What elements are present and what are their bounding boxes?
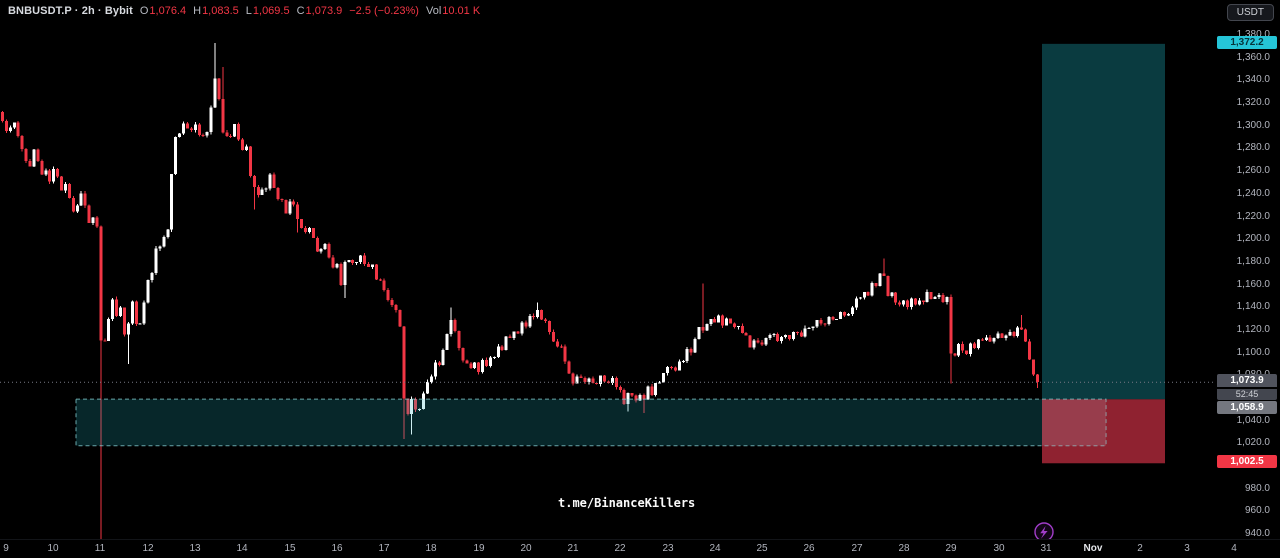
price-tick: 1,320.0 xyxy=(1236,97,1270,109)
time-tick: 15 xyxy=(284,543,296,554)
price-tick: 1,140.0 xyxy=(1236,301,1270,313)
time-tick: 27 xyxy=(851,543,863,554)
price-tick: 940.0 xyxy=(1244,528,1270,540)
ohlc-pair: C 1,073.9 xyxy=(296,5,343,17)
price-tick: 980.0 xyxy=(1244,482,1270,494)
price-tick: 1,160.0 xyxy=(1236,278,1270,290)
time-tick: 23 xyxy=(662,543,674,554)
entry-price-label: 1,058.9 xyxy=(1217,401,1277,415)
price-tick: 1,360.0 xyxy=(1236,51,1270,63)
currency-usdt-button[interactable]: USDT xyxy=(1226,4,1274,21)
candles-layer xyxy=(1,42,1039,540)
time-tick: 28 xyxy=(898,543,910,554)
channel-watermark: t.me/BinanceKillers xyxy=(558,496,696,510)
time-tick: 29 xyxy=(945,543,957,554)
time-tick: 24 xyxy=(709,543,721,554)
time-tick: 13 xyxy=(189,543,201,554)
time-tick: 3 xyxy=(1184,543,1190,554)
long-position-profit-box[interactable] xyxy=(1042,43,1165,400)
price-tick: 1,240.0 xyxy=(1236,187,1270,199)
price-axis[interactable]: 1,380.0 1,360.0 1,340.0 1,320.0 1,300.0 1,280… xyxy=(1214,0,1280,540)
time-tick: 4 xyxy=(1231,543,1237,554)
volume-pair: Vol 10.01 K xyxy=(426,5,480,18)
time-tick: 18 xyxy=(425,543,437,554)
time-tick: 20 xyxy=(520,543,532,554)
zone-loss-overlap xyxy=(1042,399,1106,446)
price-tick: 1,120.0 xyxy=(1236,323,1270,335)
current-price-label: 1,073.9 xyxy=(1217,374,1277,388)
time-tick: 30 xyxy=(993,543,1005,554)
target-price-label: 1,372.2 xyxy=(1217,35,1277,49)
volume-label: Vol xyxy=(425,5,442,17)
ohlc-pair: H 1,083.5 xyxy=(193,5,239,17)
time-tick: 16 xyxy=(331,543,343,554)
time-tick: 9 xyxy=(3,543,9,554)
price-tick: 1,020.0 xyxy=(1236,437,1270,449)
price-tick: 1,040.0 xyxy=(1236,414,1270,426)
price-tick: 1,100.0 xyxy=(1236,346,1270,358)
price-tick: 1,220.0 xyxy=(1236,210,1270,222)
time-tick: 31 xyxy=(1040,543,1052,554)
time-axis[interactable]: 9 10 11 12 13 14 15 16 17 18 19 20 21 22 23 24 25 26 27 28 2… xyxy=(0,539,1280,558)
long-position-loss-box[interactable] xyxy=(1042,399,1165,464)
time-tick: 14 xyxy=(236,543,248,554)
price-tick: 1,300.0 xyxy=(1236,119,1270,131)
time-tick: 10 xyxy=(47,543,59,554)
bar-countdown-label: 52:45 xyxy=(1217,389,1277,401)
symbol-legend: BNBUSDT.P · 2h · Bybit O 1,076.4 H 1,083.5 L… xyxy=(8,5,480,18)
symbol-title[interactable]: BNBUSDT.P · 2h · Bybit xyxy=(8,5,133,17)
price-tick: 1,280.0 xyxy=(1236,142,1270,154)
time-tick: 2 xyxy=(1137,543,1143,554)
price-tick: 1,380.0 xyxy=(1236,29,1270,40)
ohlc-pair: O 1,076.4 xyxy=(139,5,187,17)
demand-zone-rectangle[interactable] xyxy=(75,398,1107,447)
time-tick: 26 xyxy=(803,543,815,554)
time-tick-month: Nov xyxy=(1083,543,1103,554)
price-tick: 1,340.0 xyxy=(1236,74,1270,86)
time-tick: 22 xyxy=(614,543,626,554)
price-tick: 1,260.0 xyxy=(1236,165,1270,177)
time-tick: 21 xyxy=(567,543,579,554)
price-change: −2.5 (−0.23%) xyxy=(349,5,419,17)
price-tick: 960.0 xyxy=(1244,505,1270,517)
price-tick: 1,180.0 xyxy=(1236,255,1270,267)
ohlc-pair: L 1,069.5 xyxy=(245,5,290,17)
stop-price-label: 1,002.5 xyxy=(1217,455,1277,469)
ohlc-values: O 1,076.4 H 1,083.5 L 1,069.5 C 1,073.9 xyxy=(140,5,342,18)
time-tick: 25 xyxy=(756,543,768,554)
time-tick: 17 xyxy=(378,543,390,554)
volume-value: 10.01 K xyxy=(442,5,481,17)
time-tick: 12 xyxy=(142,543,154,554)
time-tick: 19 xyxy=(473,543,485,554)
time-tick: 11 xyxy=(94,543,106,554)
price-tick: 1,200.0 xyxy=(1236,233,1270,245)
